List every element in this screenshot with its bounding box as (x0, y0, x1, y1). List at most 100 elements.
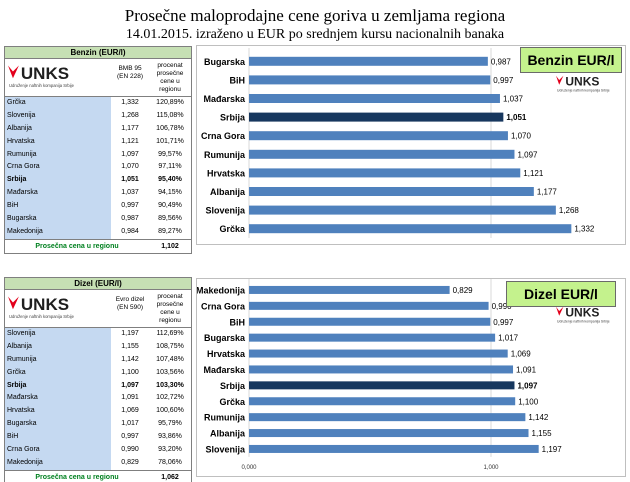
bar (249, 349, 508, 358)
price-cell: 1,091 (121, 394, 139, 402)
price-cell: 1,177 (121, 124, 139, 132)
data-label: 0,990 (492, 302, 513, 311)
data-label: 1,268 (559, 206, 580, 215)
data-label: 1,097 (517, 150, 538, 159)
country-cell: Grčka (5, 366, 111, 380)
percent-cell: 107,48% (156, 355, 184, 363)
price-cell: 0,987 (121, 215, 139, 223)
category-label: Slovenija (205, 444, 246, 454)
data-label: 1,091 (516, 365, 537, 374)
table-row: Crna Gora 1,070 97,11% (5, 161, 191, 175)
benzin-table-header: Benzin (EUR/l) (5, 47, 191, 59)
country-cell: Bugarska (5, 418, 111, 432)
logo-subtitle: Udruženje naftnih kompanija Srbije (9, 314, 75, 319)
data-label: 0,987 (491, 57, 512, 66)
price-cell: 1,069 (121, 407, 139, 415)
bar (249, 365, 514, 374)
country-cell: Albanija (5, 340, 111, 354)
benzin-table-footer: Prosečna cena u regionu 1,102 (5, 238, 191, 253)
price-cell: 1,197 (121, 330, 139, 337)
unks-logo: UNKS Udruženje naftnih kompanija Srbije (7, 294, 107, 324)
logo-text: UNKS (21, 64, 69, 83)
bar (249, 413, 526, 422)
price-cell: 1,142 (121, 355, 139, 363)
benzin-table-subheader: UNKS Udruženje naftnih kompanija Srbije B… (5, 59, 191, 97)
price-cell: 1,097 (121, 381, 139, 389)
bar (249, 112, 504, 122)
percent-cell: 103,56% (156, 368, 184, 376)
bar (249, 149, 515, 159)
bar (249, 301, 489, 310)
category-label: Makedonija (197, 285, 246, 295)
logo-mark-icon (8, 65, 19, 79)
country-cell: Srbija (5, 174, 111, 188)
price-cell: 1,070 (121, 163, 139, 171)
table-row: BiH 0,997 93,86% (5, 431, 191, 445)
category-label: BiH (230, 317, 246, 327)
percent-cell: 95,79% (158, 420, 182, 428)
price-cell: 1,097 (121, 150, 139, 158)
benzin-col-pct-header: procenat prosečne cene u regionu (156, 62, 184, 93)
benzin-footer-value: 1,102 (161, 242, 179, 250)
price-cell: 1,121 (121, 137, 139, 145)
logo-subtitle: Udruženje naftnih kompanija Srbije (9, 83, 75, 88)
table-row: Grčka 1,332 120,89% (5, 97, 191, 110)
table-row: Srbija 1,051 95,40% (5, 174, 191, 188)
country-cell: Rumunija (5, 353, 111, 367)
benzin-chart-title: Benzin EUR/l (520, 47, 622, 73)
country-cell: Rumunija (5, 148, 111, 162)
logo-subtitle: Udruženje naftnih kompanija Srbije (557, 88, 610, 92)
bar (249, 444, 539, 453)
price-cell: 0,990 (121, 446, 139, 454)
logo-mark-icon (8, 296, 19, 310)
dizel-table-header: Dizel (EUR/l) (5, 278, 191, 290)
benzin-bar-chart: 0,0001,000Bugarska0,987BiH0,997Mađarska1… (201, 48, 595, 238)
table-row: Crna Gora 0,990 93,20% (5, 444, 191, 457)
bar (249, 397, 516, 406)
country-cell: Srbija (5, 379, 111, 393)
percent-cell: 120,89% (156, 99, 184, 106)
percent-cell: 112,69% (156, 330, 184, 337)
country-cell: Crna Gora (5, 444, 111, 457)
category-label: Srbija (220, 113, 246, 123)
data-label: 1,121 (523, 169, 544, 178)
benzin-footer-label: Prosečna cena u regionu (35, 242, 119, 250)
country-cell: Albanija (5, 122, 111, 136)
x-tick-label: 1,000 (483, 465, 499, 471)
bar (249, 94, 500, 103)
bar (249, 187, 534, 196)
price-cell: 0,829 (121, 458, 139, 466)
country-cell: Hrvatska (5, 135, 111, 149)
category-label: Crna Gora (201, 131, 246, 141)
bar (249, 285, 450, 294)
percent-cell: 95,40% (158, 176, 182, 184)
percent-cell: 115,08% (156, 111, 184, 119)
dizel-bar-chart: 0,000 1,000 Makedonija 0,829 Crna Gora 0,990 B… (197, 279, 562, 471)
percent-cell: 90,49% (158, 202, 182, 210)
country-cell: Crna Gora (5, 161, 111, 175)
table-row: Albanija 1,177 106,78% (5, 122, 191, 136)
country-cell: Grčka (5, 97, 111, 110)
country-cell: Makedonija (5, 225, 111, 239)
data-label: 1,037 (503, 95, 524, 104)
country-cell: Mađarska (5, 392, 111, 406)
table-row: Slovenija 1,197 112,69% (5, 328, 191, 341)
category-label: Rumunija (204, 150, 246, 160)
percent-cell: 89,27% (158, 227, 182, 235)
price-cell: 1,037 (121, 189, 139, 197)
percent-cell: 106,78% (156, 124, 184, 132)
percent-cell: 78,06% (158, 458, 182, 466)
data-label: 1,069 (511, 350, 532, 359)
category-label: Hrvatska (207, 168, 246, 178)
price-cell: 0,997 (121, 202, 139, 210)
price-cell: 1,155 (121, 342, 139, 350)
logo-text: UNKS (565, 74, 599, 88)
bar (249, 75, 491, 85)
bar (249, 224, 572, 234)
price-cell: 0,984 (121, 227, 139, 235)
country-cell: Makedonija (5, 456, 111, 470)
category-label: Crna Gora (201, 301, 246, 311)
dizel-table: Dizel (EUR/l) UNKS Udruženje naftnih komp… (4, 277, 192, 482)
